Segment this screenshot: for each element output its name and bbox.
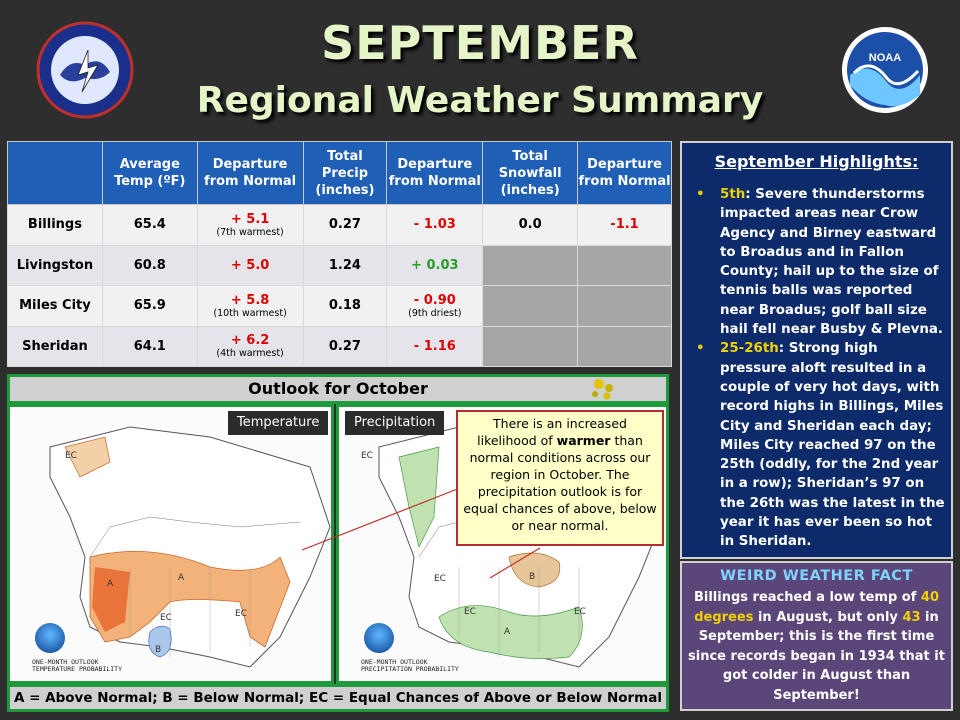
precip-departure: - 1.03 <box>386 204 484 246</box>
september-highlights-panel: September Highlights: 5th: Severe thunde… <box>680 141 953 559</box>
outlook-note: There is an increased likelihood of warm… <box>456 410 664 546</box>
temp-departure: + 5.8 (10th warmest) <box>196 285 304 327</box>
map-ec-label: EC <box>160 613 172 623</box>
table-header-temp-departure: Departure from Normal <box>196 141 304 205</box>
nws-logo <box>36 21 134 119</box>
map-ec-label: EC <box>235 609 247 619</box>
precipitation-map-label: Precipitation <box>345 411 445 435</box>
city-name: Sheridan <box>7 325 103 367</box>
temperature-map-label: Temperature <box>228 411 329 435</box>
weird-weather-fact-panel: WEIRD WEATHER FACT Billings reached a lo… <box>680 561 953 711</box>
map-ec-label: EC <box>434 574 446 584</box>
avg-temp: 60.8 <box>101 244 198 286</box>
highlight-date: 5th <box>720 187 746 202</box>
noaa-map-logo <box>35 623 65 653</box>
temperature-outlook-map: Temperature EC A A EC EC B ONE-MONTH OUT… <box>7 404 334 684</box>
table-header-precip: Total Precip (inches) <box>302 141 388 205</box>
total-precip: 0.27 <box>302 204 388 246</box>
total-snowfall: 0.0 <box>482 204 579 246</box>
page-title: SEPTEMBER <box>321 16 639 70</box>
highlight-text: : Severe thunderstorms impacted areas ne… <box>720 187 943 338</box>
highlights-list: 5th: Severe thunderstorms impacted areas… <box>694 185 945 552</box>
total-snowfall <box>482 285 579 327</box>
map-b-label: B <box>155 645 162 655</box>
precip-departure: - 1.16 <box>386 325 484 367</box>
map-ec-label: EC <box>361 451 373 461</box>
temp-departure: + 6.2 (4th warmest) <box>196 325 304 367</box>
table-header-snow-departure: Departure from Normal <box>577 141 672 205</box>
snow-departure <box>577 325 672 367</box>
map-b-label: B <box>529 572 536 582</box>
table-row: Billings 65.4 + 5.1 (7th warmest) 0.27 - … <box>7 204 672 246</box>
map-a-label: A <box>178 573 185 583</box>
weather-summary-table: Average Temp (ºF) Departure from Normal … <box>7 141 672 367</box>
snow-departure: -1.1 <box>577 204 672 246</box>
temp-departure: + 5.0 <box>196 244 304 286</box>
noaa-map-logo <box>364 623 394 653</box>
total-snowfall <box>482 244 579 286</box>
temp-departure: + 5.1 (7th warmest) <box>196 204 304 246</box>
city-name: Miles City <box>7 285 103 327</box>
avg-temp: 65.9 <box>101 285 198 327</box>
weird-fact-title: WEIRD WEATHER FACT <box>720 568 913 584</box>
temperature-map-graphic <box>49 426 331 668</box>
table-header-precip-departure: Departure from Normal <box>386 141 484 205</box>
map-a-label: A <box>107 579 114 589</box>
temp-rank-note: (10th warmest) <box>213 307 287 319</box>
temp-rank-note: (4th warmest) <box>216 348 284 360</box>
snow-departure <box>577 285 672 327</box>
table-row: Livingston 60.8 + 5.0 1.24 + 0.03 <box>7 244 672 286</box>
list-item: 5th: Severe thunderstorms impacted areas… <box>694 185 945 339</box>
avg-temp: 64.1 <box>101 325 198 367</box>
noaa-logo: NOAA <box>842 27 928 113</box>
map-ec-label: EC <box>574 607 586 617</box>
highlight-date: 25-26th <box>720 341 779 357</box>
map-ec-label: EC <box>65 451 77 461</box>
precipitation-map-caption: ONE-MONTH OUTLOOK PRECIPITATION PROBABIL… <box>361 658 459 673</box>
map-a-label: A <box>504 627 511 637</box>
table-header-row: Average Temp (ºF) Departure from Normal … <box>7 141 672 205</box>
outlook-title: Outlook for October <box>7 374 669 404</box>
temperature-map-caption: ONE-MONTH OUTLOOK TEMPERATURE PROBABILIT… <box>32 658 123 673</box>
temp-rank-note: (7th warmest) <box>216 226 284 238</box>
noaa-logo-text: NOAA <box>869 52 901 64</box>
table-header-city <box>7 141 103 205</box>
weird-fact-body: Billings reached a low temp of 40 degree… <box>688 590 945 703</box>
total-precip: 0.27 <box>302 325 388 367</box>
table-header-avg-temp: Average Temp (ºF) <box>101 141 198 205</box>
sun-cloud-icon <box>592 379 613 400</box>
table-header-snowfall: Total Snowfall (inches) <box>482 141 579 205</box>
table-row: Miles City 65.9 + 5.8 (10th warmest) 0.18… <box>7 285 672 327</box>
city-name: Livingston <box>7 244 103 286</box>
highlights-title: September Highlights: <box>714 152 919 171</box>
table-row: Sheridan 64.1 + 6.2 (4th warmest) 0.27 - … <box>7 325 672 367</box>
list-item: 25-26th: Strong high pressure aloft resu… <box>694 339 945 551</box>
total-snowfall <box>482 325 579 367</box>
outlook-legend: A = Above Normal; B = Below Normal; EC =… <box>7 684 669 712</box>
map-ec-label: EC <box>464 607 476 617</box>
highlight-text: : Strong high pressure aloft resulted in… <box>720 341 945 550</box>
precip-rank-note: (9th driest) <box>408 307 462 319</box>
page-subtitle: Regional Weather Summary <box>196 80 764 121</box>
precip-departure: + 0.03 <box>386 244 484 286</box>
snow-departure <box>577 244 672 286</box>
city-name: Billings <box>7 204 103 246</box>
precip-departure: - 0.90 (9th driest) <box>386 285 484 327</box>
